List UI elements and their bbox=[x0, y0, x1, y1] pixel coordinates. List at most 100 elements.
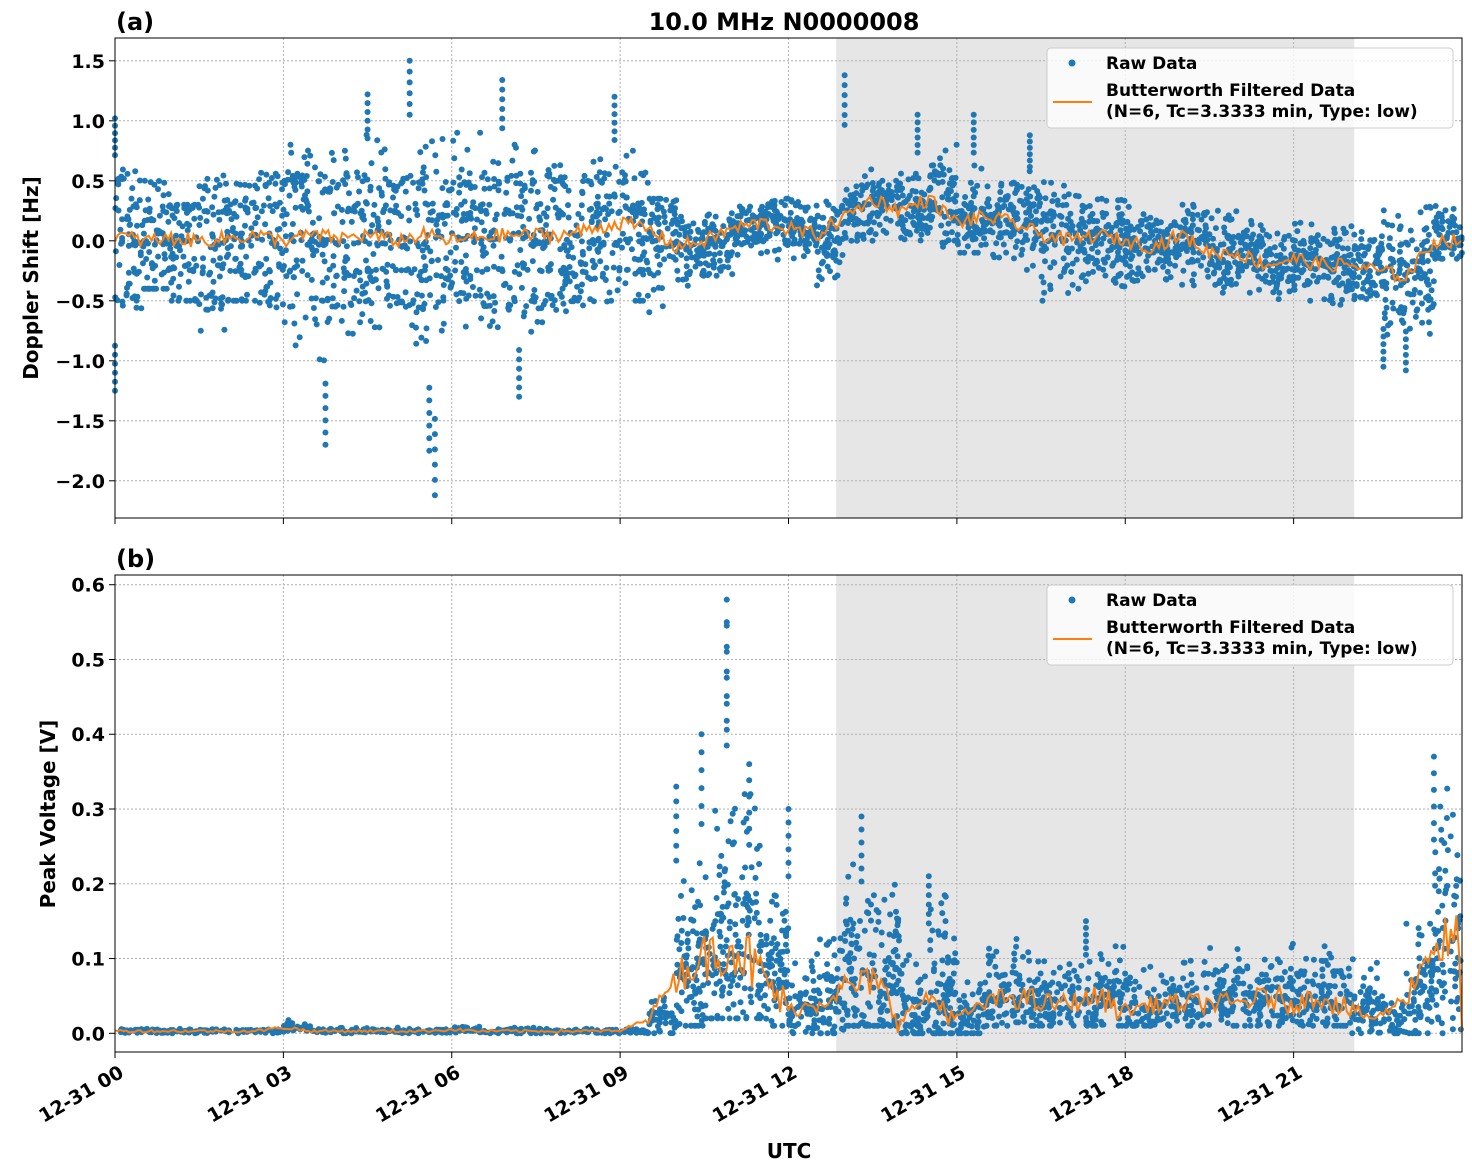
raw-point bbox=[685, 945, 692, 952]
raw-point bbox=[737, 999, 744, 1006]
raw-point bbox=[324, 275, 330, 281]
raw-point bbox=[359, 290, 366, 297]
raw-point bbox=[914, 149, 921, 156]
raw-point bbox=[168, 297, 175, 304]
raw-point bbox=[521, 182, 528, 189]
raw-point bbox=[731, 839, 737, 846]
raw-point bbox=[531, 178, 538, 185]
raw-point bbox=[926, 224, 933, 231]
raw-point bbox=[947, 1030, 954, 1037]
raw-point bbox=[1228, 276, 1234, 283]
raw-point bbox=[763, 935, 770, 942]
raw-point bbox=[258, 169, 265, 176]
raw-point bbox=[600, 270, 606, 277]
raw-point bbox=[1230, 240, 1237, 247]
raw-point bbox=[1028, 1022, 1035, 1029]
raw-point bbox=[316, 215, 323, 222]
raw-point bbox=[450, 209, 457, 216]
raw-point bbox=[1347, 251, 1354, 258]
raw-point bbox=[244, 209, 251, 216]
raw-point bbox=[903, 957, 910, 964]
raw-point bbox=[586, 206, 593, 213]
raw-point bbox=[887, 217, 894, 224]
raw-point bbox=[352, 202, 359, 209]
raw-point bbox=[1073, 256, 1080, 263]
raw-point bbox=[1141, 232, 1148, 239]
raw-point bbox=[737, 213, 744, 220]
raw-point bbox=[749, 234, 756, 241]
raw-point bbox=[471, 225, 478, 232]
raw-point bbox=[266, 297, 273, 304]
raw-point bbox=[421, 300, 428, 307]
raw-point bbox=[1012, 970, 1019, 977]
raw-point bbox=[654, 253, 661, 259]
raw-point bbox=[1020, 201, 1027, 208]
raw-point bbox=[589, 237, 596, 243]
raw-point bbox=[838, 1000, 845, 1007]
raw-point bbox=[304, 160, 311, 167]
raw-point bbox=[1086, 218, 1092, 225]
raw-point bbox=[974, 1024, 981, 1031]
raw-point bbox=[704, 272, 711, 279]
raw-point bbox=[431, 476, 438, 483]
raw-point bbox=[256, 176, 263, 183]
raw-point bbox=[623, 194, 630, 201]
raw-point bbox=[931, 960, 938, 967]
raw-point bbox=[516, 356, 523, 363]
raw-point bbox=[909, 187, 916, 194]
raw-point bbox=[1024, 236, 1031, 243]
raw-point bbox=[312, 295, 319, 302]
raw-point bbox=[483, 303, 490, 310]
raw-point bbox=[1409, 258, 1416, 265]
raw-point bbox=[254, 214, 261, 221]
raw-point bbox=[1308, 235, 1315, 242]
raw-point bbox=[632, 297, 639, 304]
raw-point bbox=[1057, 273, 1064, 280]
raw-point bbox=[880, 227, 887, 234]
raw-point bbox=[748, 999, 755, 1006]
raw-point bbox=[553, 306, 560, 313]
raw-point bbox=[629, 147, 636, 154]
raw-point bbox=[196, 183, 203, 190]
raw-point bbox=[1312, 246, 1319, 253]
raw-point bbox=[848, 237, 855, 244]
raw-point bbox=[830, 205, 837, 212]
raw-point bbox=[217, 255, 224, 262]
raw-point bbox=[654, 1023, 661, 1030]
raw-point bbox=[798, 216, 805, 223]
raw-point bbox=[931, 965, 937, 972]
raw-point bbox=[454, 129, 461, 136]
raw-point bbox=[293, 257, 300, 264]
raw-point bbox=[530, 148, 537, 155]
raw-point bbox=[598, 241, 604, 248]
raw-point bbox=[274, 292, 281, 299]
raw-point bbox=[191, 255, 198, 262]
raw-point bbox=[742, 227, 749, 234]
raw-point bbox=[1290, 243, 1297, 250]
raw-point bbox=[165, 218, 172, 225]
raw-point bbox=[176, 220, 183, 226]
raw-point bbox=[119, 238, 126, 244]
raw-point bbox=[294, 291, 301, 298]
raw-point bbox=[678, 927, 685, 934]
raw-point bbox=[1026, 138, 1033, 145]
raw-point bbox=[1116, 214, 1123, 221]
raw-point bbox=[1316, 242, 1323, 249]
raw-point bbox=[269, 208, 276, 215]
raw-point bbox=[1168, 249, 1175, 256]
raw-point bbox=[402, 289, 409, 296]
raw-point bbox=[716, 265, 723, 272]
raw-point bbox=[972, 189, 979, 196]
raw-point bbox=[416, 272, 423, 279]
raw-point bbox=[609, 250, 616, 256]
raw-point bbox=[869, 187, 876, 194]
raw-point bbox=[326, 315, 333, 322]
raw-point bbox=[439, 136, 446, 142]
raw-point bbox=[481, 169, 488, 176]
raw-point bbox=[611, 137, 618, 143]
raw-point bbox=[1342, 229, 1349, 236]
raw-point bbox=[1360, 280, 1367, 286]
raw-point bbox=[417, 149, 424, 156]
raw-point bbox=[1041, 958, 1048, 965]
